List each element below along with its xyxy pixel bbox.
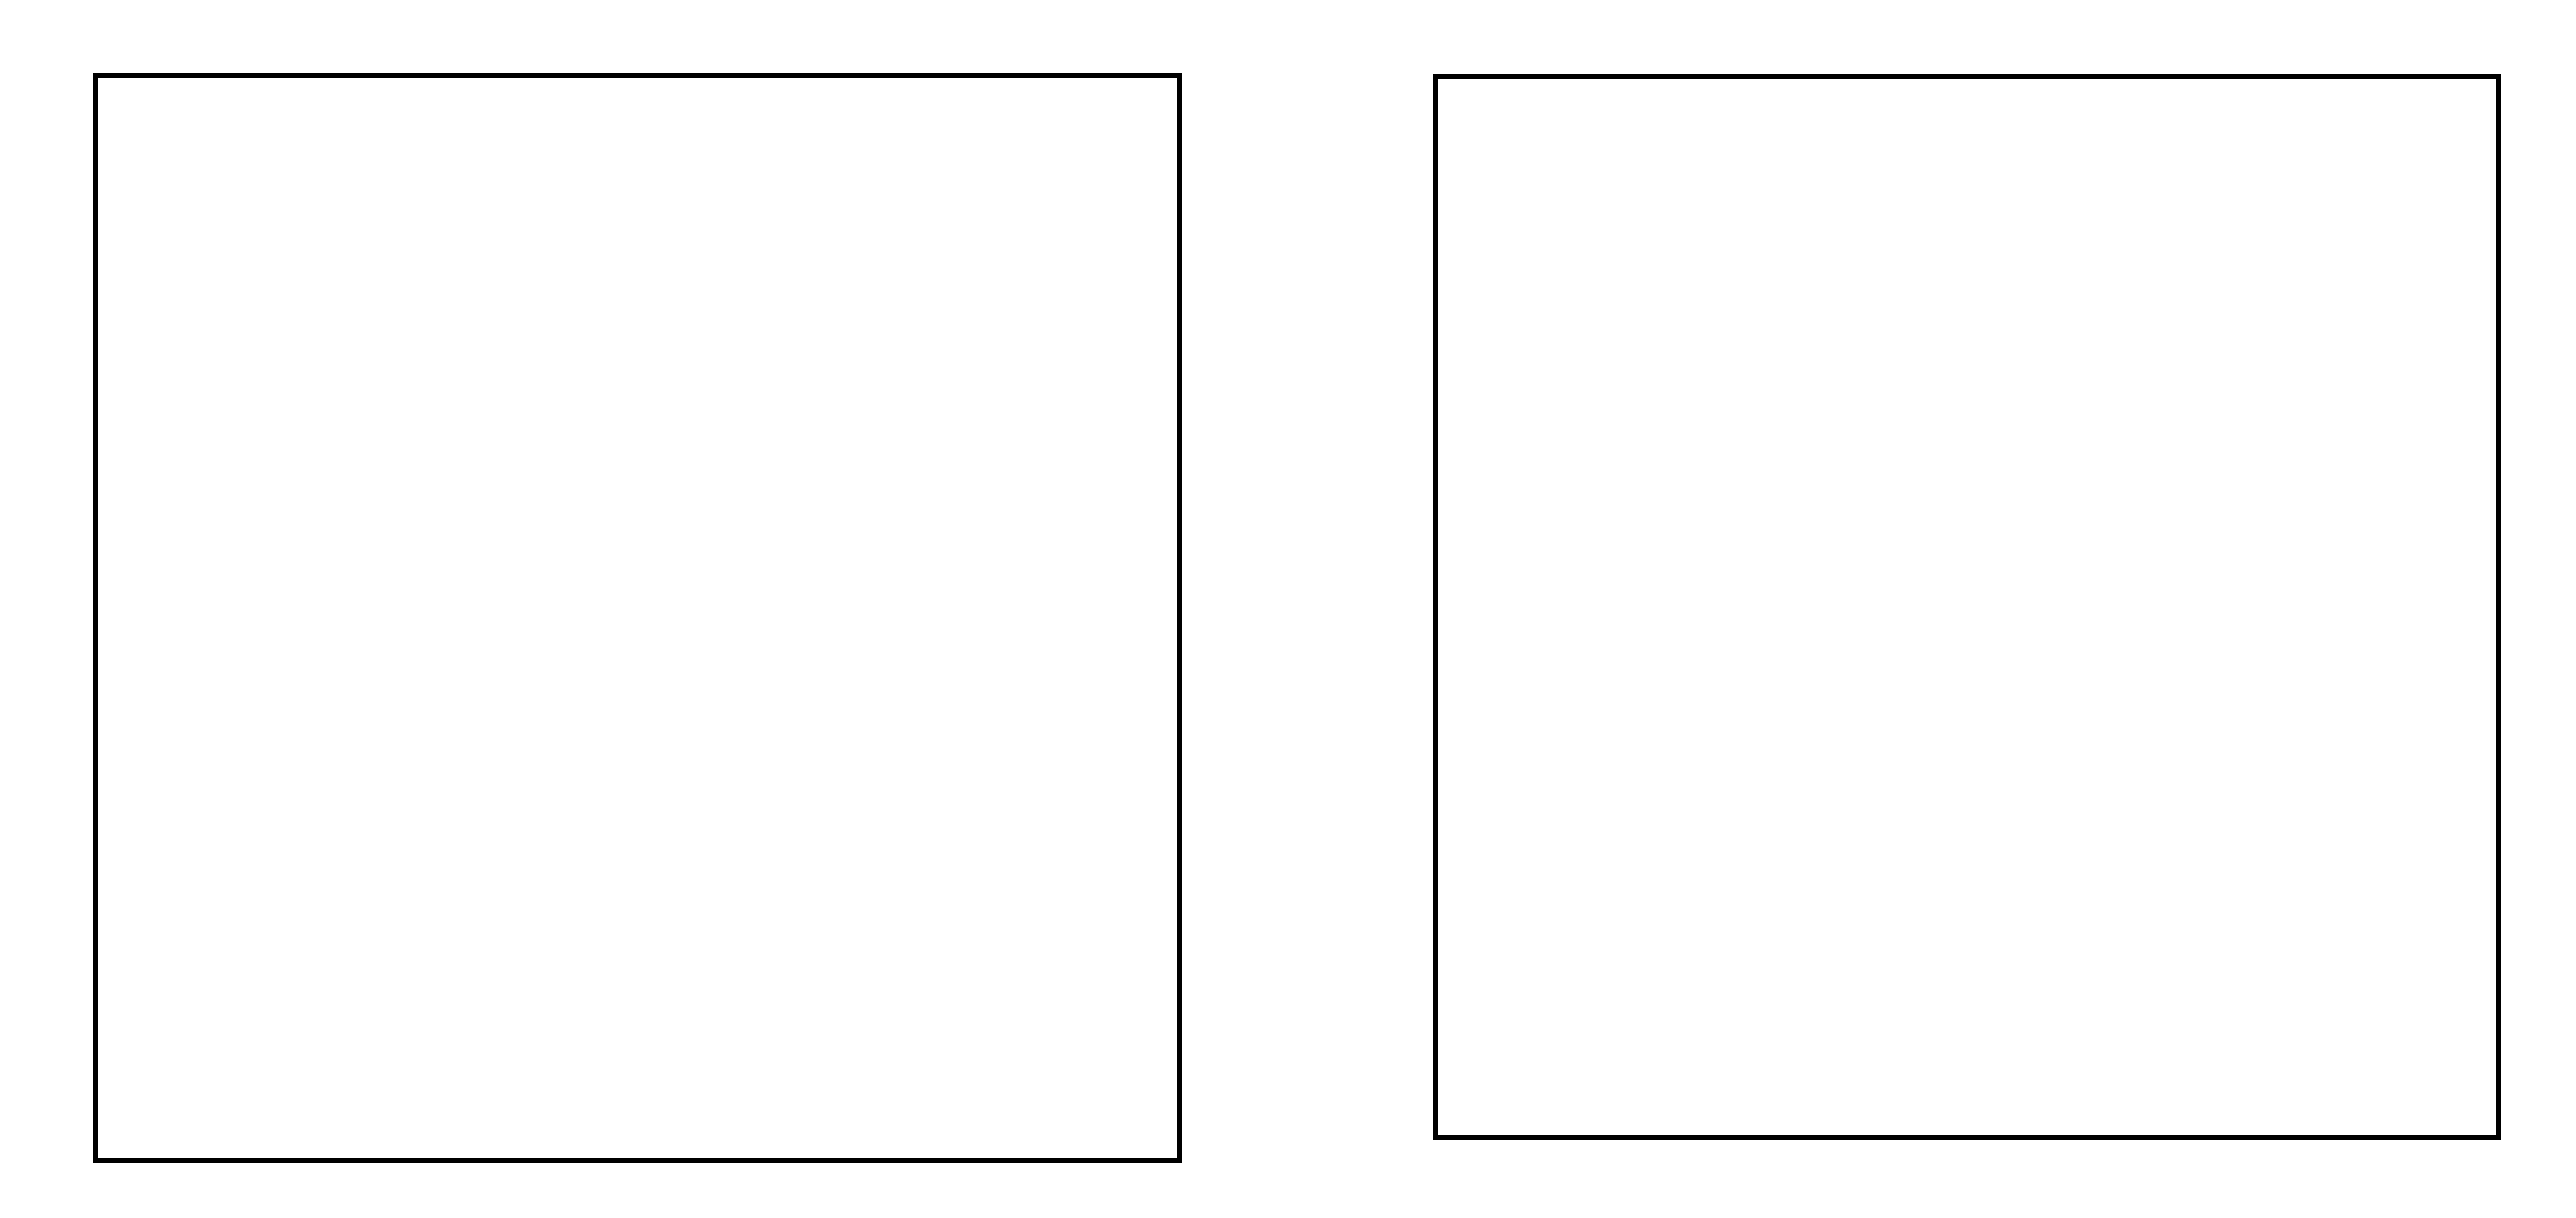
plot-frame: [1433, 74, 2501, 1140]
plot-frame: [93, 73, 1182, 1163]
panel-b: [1433, 74, 2501, 1140]
panel-a: [93, 73, 1182, 1163]
